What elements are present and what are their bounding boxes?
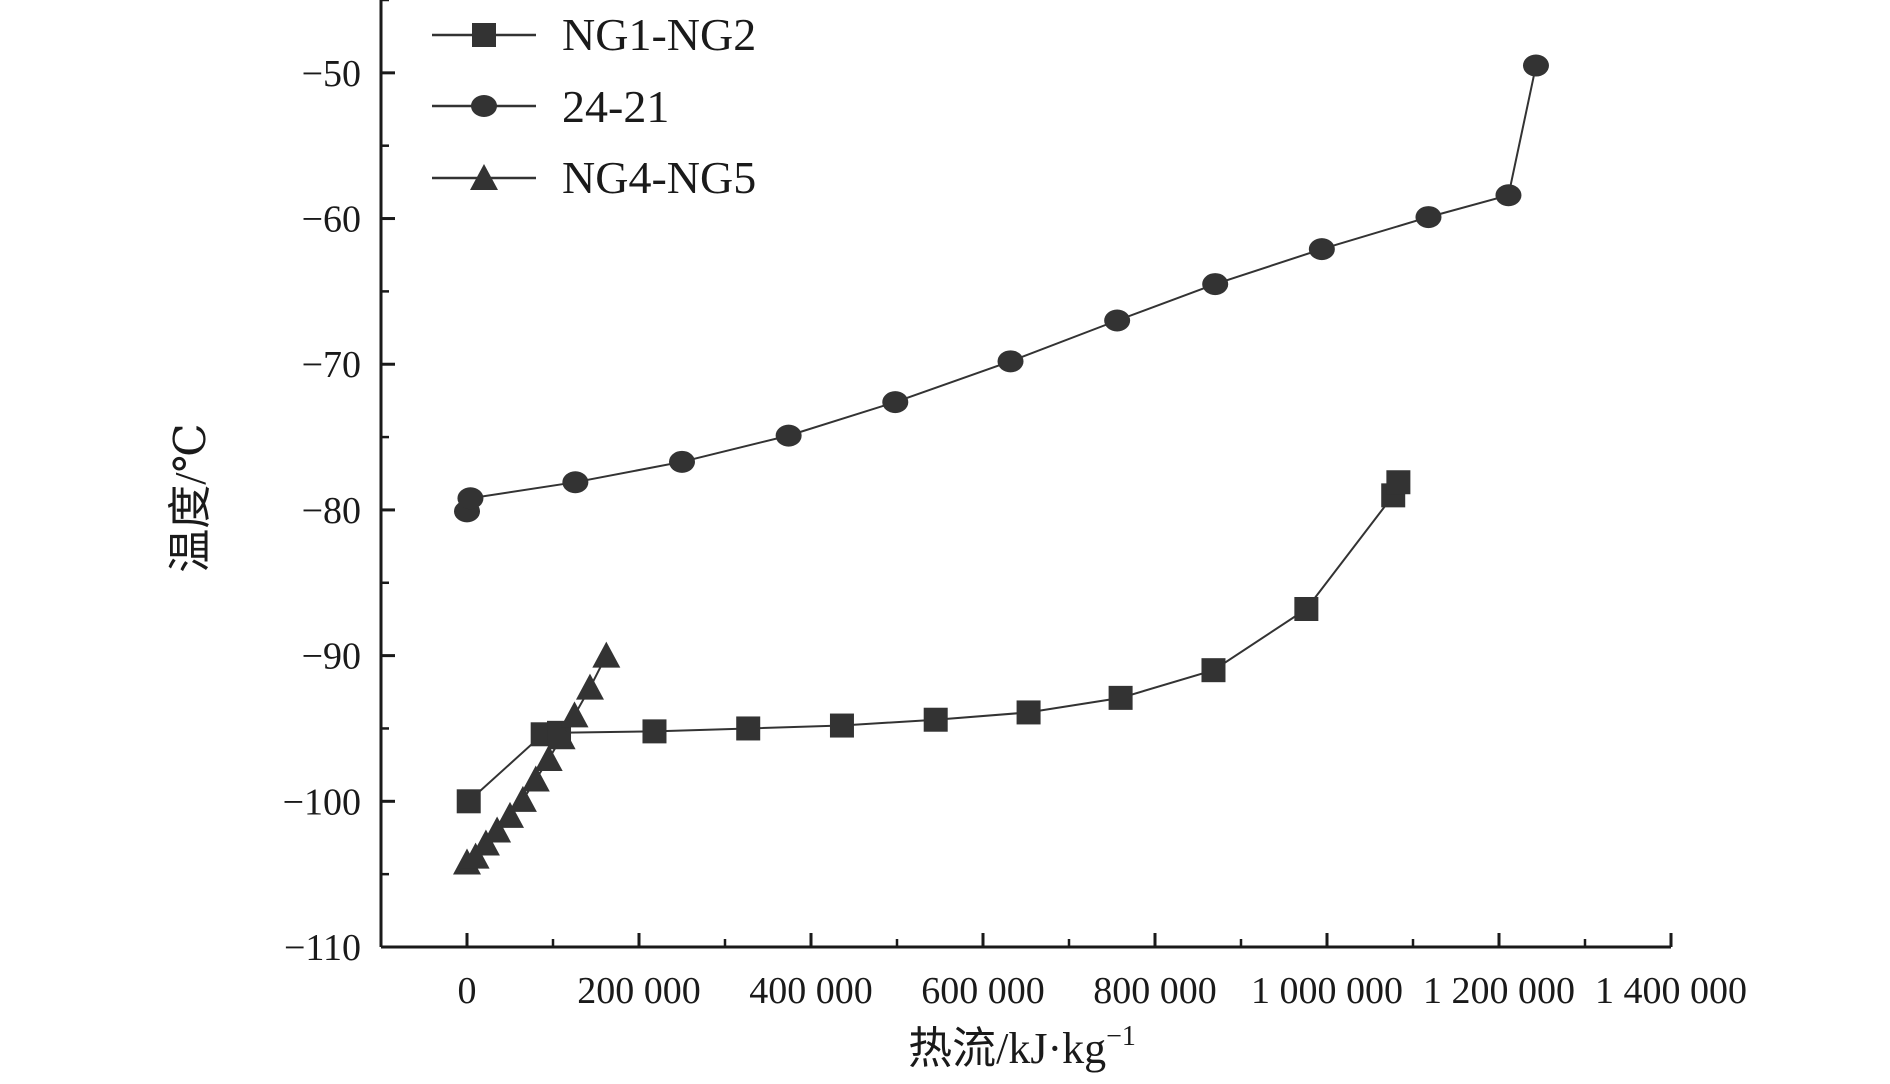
data-point xyxy=(508,785,537,812)
data-point xyxy=(534,745,563,772)
x-tick-label: 1 000 000 xyxy=(1251,970,1403,1012)
x-axis-title: 热流/kJ·kg−1 xyxy=(908,1021,1136,1073)
data-point xyxy=(923,707,948,732)
legend-marker-circle xyxy=(471,95,497,117)
x-tick-label: 0 xyxy=(458,970,477,1012)
y-ticks: −110 −100 −90 −80 −70 −60 −50 xyxy=(283,0,395,969)
data-point xyxy=(829,713,854,738)
legend-marker-triangle xyxy=(470,164,498,190)
legend-marker-square xyxy=(472,23,496,47)
series-ng1-ng2 xyxy=(456,470,1411,814)
data-point xyxy=(547,723,576,750)
data-point xyxy=(882,391,909,414)
data-point xyxy=(1294,596,1319,621)
data-point xyxy=(1495,184,1522,207)
legend-label-ng4-ng5: NG4-NG5 xyxy=(562,152,756,203)
data-point xyxy=(483,816,512,843)
y-tick-label: −90 xyxy=(302,636,361,678)
data-point xyxy=(575,673,604,700)
x-ticks: 0 200 000 400 000 600 000 800 000 1 000 000 1 … xyxy=(379,933,1747,1012)
legend-label-ng1-ng2: NG1-NG2 xyxy=(562,9,756,60)
x-tick-label: 1 400 000 xyxy=(1595,970,1747,1012)
data-point xyxy=(1308,238,1335,261)
y-tick-label: −50 xyxy=(302,53,361,95)
legend-item-24-21: 24-21 xyxy=(432,81,669,132)
y-tick-label: −110 xyxy=(284,927,361,969)
data-point xyxy=(457,487,484,510)
data-point xyxy=(521,765,550,792)
series-line-24-21 xyxy=(466,65,1537,512)
data-point xyxy=(1104,309,1131,332)
data-point xyxy=(1522,54,1549,77)
x-tick-label: 200 000 xyxy=(577,970,701,1012)
x-axis-title-main: 热流/kJ·kg xyxy=(908,1024,1106,1073)
data-point xyxy=(1202,273,1229,296)
data-point xyxy=(1201,658,1226,683)
data-point xyxy=(1386,470,1411,495)
legend-item-ng4-ng5: NG4-NG5 xyxy=(432,152,756,203)
y-axis-title: 温度/℃ xyxy=(166,423,215,572)
x-tick-label: 800 000 xyxy=(1093,970,1217,1012)
series-ng4-ng5 xyxy=(453,641,621,875)
data-point xyxy=(736,716,761,741)
y-tick-label: −80 xyxy=(302,490,361,532)
legend-item-ng1-ng2: NG1-NG2 xyxy=(432,9,756,60)
y-tick-label: −100 xyxy=(283,781,361,823)
data-point xyxy=(560,701,589,728)
x-tick-label: 400 000 xyxy=(749,970,873,1012)
data-point xyxy=(592,641,621,668)
series-line-ng1-ng2 xyxy=(468,481,1400,803)
data-point xyxy=(471,829,500,856)
x-tick-label: 600 000 xyxy=(921,970,1045,1012)
data-point xyxy=(496,801,524,828)
y-tick-label: −70 xyxy=(302,344,361,386)
series-layer xyxy=(453,54,1549,875)
data-point xyxy=(669,450,695,473)
plot-area: −110 −100 −90 −80 −70 −60 −50 0 200 000 400 000 6… xyxy=(283,0,1747,1012)
data-point xyxy=(775,424,802,447)
data-point xyxy=(1415,206,1442,229)
data-point xyxy=(461,842,490,869)
data-point xyxy=(456,789,481,814)
data-point xyxy=(562,471,589,494)
x-tick-label: 1 200 000 xyxy=(1423,970,1575,1012)
legend: NG1-NG2 24-21 NG4-NG5 xyxy=(432,9,756,203)
series-24-21 xyxy=(454,54,1549,523)
y-tick-label: −60 xyxy=(302,199,361,241)
data-point xyxy=(1016,700,1041,725)
data-point xyxy=(1108,685,1133,710)
data-point xyxy=(642,719,667,744)
x-axis-title-superscript: −1 xyxy=(1106,1021,1136,1052)
data-point xyxy=(997,350,1024,373)
legend-label-24-21: 24-21 xyxy=(562,81,669,132)
